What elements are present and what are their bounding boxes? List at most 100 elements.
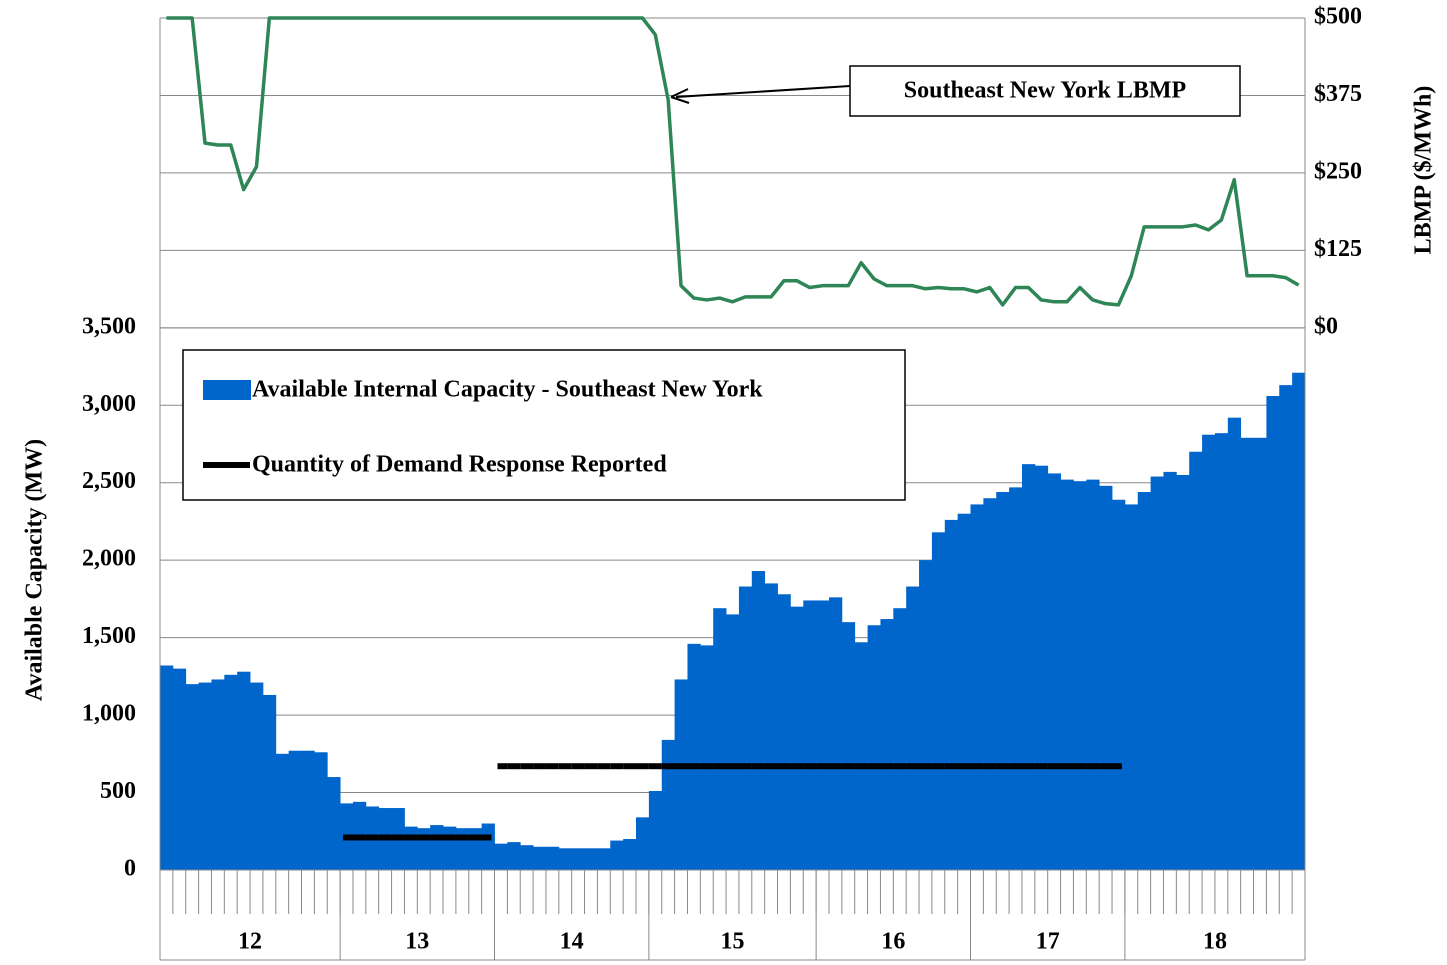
bar	[713, 608, 727, 870]
bar	[726, 614, 740, 870]
bar	[1214, 433, 1229, 870]
bar	[1034, 465, 1049, 870]
legend-label: Available Internal Capacity - Southeast …	[252, 377, 763, 403]
y-tick-label: 2,000	[82, 546, 136, 572]
bar	[275, 753, 290, 870]
bar	[931, 532, 946, 870]
bar	[777, 594, 791, 870]
bar	[803, 600, 817, 870]
x-group-label: 16	[881, 929, 905, 955]
bar	[1253, 437, 1267, 870]
bar	[648, 790, 663, 870]
x-group-label: 17	[1036, 929, 1060, 955]
bar	[455, 828, 470, 870]
bar	[185, 684, 199, 870]
y-tick-label: 3,000	[82, 391, 136, 417]
bar	[520, 845, 534, 870]
annotation-arrowhead	[670, 88, 690, 104]
bar	[816, 600, 830, 870]
bar	[597, 848, 611, 870]
bar	[417, 828, 431, 870]
bar	[262, 694, 277, 870]
bar	[828, 597, 843, 870]
bar	[172, 668, 187, 870]
bar	[738, 586, 753, 870]
y-tick-label: 3,500	[82, 313, 136, 339]
x-group-label: 13	[405, 929, 429, 955]
bar	[1124, 504, 1139, 870]
y2-tick-label: $125	[1314, 236, 1362, 262]
bar	[314, 752, 328, 870]
bar	[674, 679, 688, 870]
bar	[764, 583, 778, 870]
bar	[1073, 481, 1087, 870]
bar	[661, 739, 676, 870]
bar	[906, 586, 920, 870]
bar	[636, 817, 650, 870]
bar	[1266, 395, 1280, 870]
bar	[1060, 479, 1074, 870]
legend-label: Quantity of Demand Response Reported	[252, 452, 667, 478]
bar	[841, 622, 856, 870]
bar	[1202, 434, 1216, 870]
bar	[494, 843, 508, 870]
y-tick-label: 1,000	[82, 701, 136, 727]
bar	[1150, 476, 1164, 870]
bar	[224, 674, 238, 870]
bar	[250, 682, 264, 870]
bar	[584, 848, 598, 870]
bar	[1292, 372, 1306, 870]
bar	[970, 504, 984, 870]
x-group-label: 18	[1203, 929, 1227, 955]
bar	[507, 842, 521, 870]
bar	[1086, 479, 1100, 870]
bar	[751, 571, 766, 870]
y2-tick-label: $250	[1314, 158, 1362, 184]
x-group-label: 12	[238, 929, 262, 955]
bar	[610, 840, 624, 870]
legend-box	[182, 349, 906, 501]
bar	[1099, 485, 1113, 870]
bar	[880, 619, 894, 870]
bar	[404, 826, 418, 870]
bar	[687, 643, 701, 870]
bar	[1279, 385, 1293, 870]
bar	[1240, 437, 1254, 870]
bar	[327, 777, 341, 870]
y2-tick-label: $375	[1314, 81, 1362, 107]
legend-swatch	[203, 380, 251, 400]
y-axis-label: Available Capacity (MW)	[22, 439, 48, 701]
bar	[983, 498, 997, 870]
bar	[1009, 487, 1023, 870]
bar	[957, 513, 971, 870]
bar	[301, 750, 315, 870]
y2-tick-label: $500	[1314, 4, 1362, 30]
bar	[481, 823, 495, 870]
bar	[533, 846, 547, 870]
annotation-arrow	[675, 85, 851, 98]
bar	[996, 492, 1010, 870]
bar	[1112, 499, 1126, 870]
bar	[919, 560, 933, 870]
x-group-label: 14	[560, 929, 584, 955]
lbmp-line	[166, 16, 1300, 307]
bar	[1189, 451, 1203, 870]
annotation: Southeast New York LBMP	[904, 78, 1186, 104]
y-tick-label: 500	[100, 778, 136, 804]
bar	[430, 825, 444, 870]
bar	[571, 848, 585, 870]
y-tick-label: 2,500	[82, 468, 136, 494]
bar	[790, 606, 804, 870]
bar	[854, 642, 868, 870]
y-tick-label: 0	[124, 856, 136, 882]
bar	[545, 846, 560, 870]
bar	[1227, 417, 1242, 870]
bar	[700, 645, 714, 870]
annotation-box	[849, 65, 1241, 117]
bar	[1176, 474, 1190, 870]
bar	[160, 665, 174, 870]
bar	[237, 671, 251, 870]
bar	[198, 682, 212, 870]
bar	[468, 828, 483, 870]
